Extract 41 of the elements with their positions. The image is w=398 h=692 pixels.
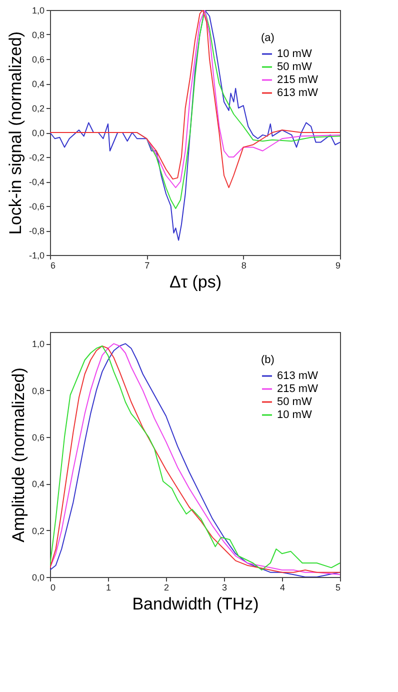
y-tick-label: 1,0 bbox=[32, 339, 44, 350]
y-tick-label: 0,0 bbox=[32, 128, 44, 138]
x-axis-title: Bandwidth (THz) bbox=[132, 594, 259, 614]
y-axis-title: Amplitude (normalized) bbox=[8, 368, 28, 542]
x-tick-label: 1 bbox=[106, 582, 112, 592]
x-tick-label: 3 bbox=[222, 582, 228, 592]
y-tick-label: 0,8 bbox=[32, 30, 44, 40]
x-tick-label: 5 bbox=[335, 582, 340, 592]
y-tick-label: 0,2 bbox=[32, 104, 44, 114]
legend-label: 10 mW bbox=[277, 48, 312, 60]
y-tick-label: -0,4 bbox=[28, 177, 44, 187]
x-tick-label: 7 bbox=[144, 260, 150, 270]
x-tick-label: 6 bbox=[50, 260, 56, 270]
x-tick-label: 8 bbox=[241, 260, 246, 270]
legend-label: 10 mW bbox=[277, 409, 312, 421]
y-tick-label: 0,0 bbox=[32, 572, 44, 582]
legend-label: 50 mW bbox=[277, 61, 312, 73]
y-tick-label: -0,2 bbox=[28, 152, 44, 162]
y-tick-label: 0,6 bbox=[32, 54, 44, 64]
y-tick-label: 0,6 bbox=[32, 432, 44, 442]
legend-label: 613 mW bbox=[277, 370, 319, 382]
x-tick-label: 9 bbox=[335, 260, 340, 270]
y-tick-label: -0,8 bbox=[28, 226, 44, 236]
legend-title: (a) bbox=[261, 32, 274, 44]
y-tick-label: 0,2 bbox=[32, 526, 44, 536]
x-tick-label: 0 bbox=[50, 582, 56, 592]
legend-label: 50 mW bbox=[277, 396, 312, 408]
legend-label: 215 mW bbox=[277, 383, 319, 395]
legend-title: (b) bbox=[261, 354, 274, 366]
legend-label: 215 mW bbox=[277, 74, 319, 86]
x-axis-title: Δτ (ps) bbox=[169, 272, 222, 292]
y-tick-label: 0,4 bbox=[32, 79, 44, 89]
y-tick-label: 0,8 bbox=[32, 386, 44, 396]
y-tick-label: 1,0 bbox=[32, 6, 44, 16]
x-tick-label: 4 bbox=[280, 582, 286, 592]
y-tick-label: 0,4 bbox=[32, 479, 44, 490]
y-axis-title: Lock-in signal (normalized) bbox=[6, 31, 25, 235]
x-tick-label: 2 bbox=[164, 582, 170, 592]
legend-label: 613 mW bbox=[277, 87, 319, 99]
y-tick-label: -1,0 bbox=[28, 250, 44, 260]
y-tick-label: -0,6 bbox=[28, 202, 44, 212]
